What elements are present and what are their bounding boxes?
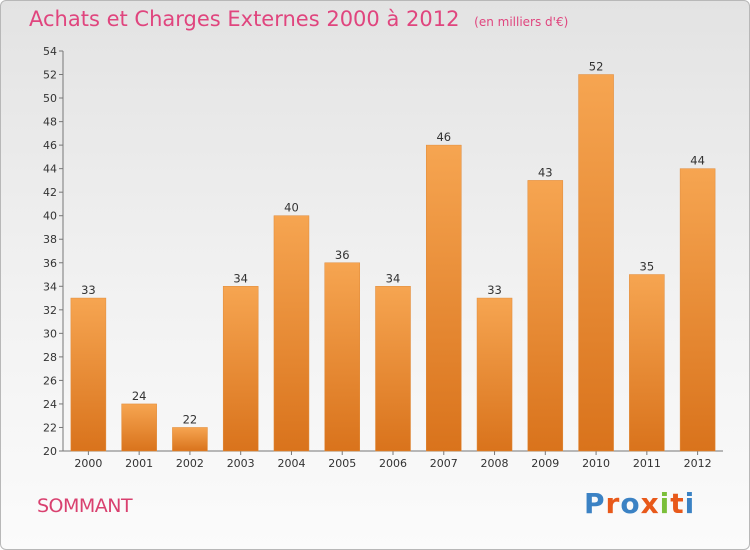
bar-value-label: 36 — [335, 248, 350, 262]
y-tick-label: 20 — [43, 445, 57, 458]
logo-letter: r — [605, 487, 621, 520]
bar-value-label: 33 — [81, 283, 96, 297]
bar-value-label: 43 — [538, 165, 553, 179]
proxiti-logo[interactable]: Proxiti — [584, 487, 695, 520]
bar — [70, 297, 107, 452]
commune-name: SOMMANT — [37, 495, 133, 517]
value-labels: 33 24 22 34 40 36 34 46 33 43 52 35 44 — [81, 60, 705, 427]
logo-letter: i — [684, 487, 696, 520]
bar — [222, 286, 259, 452]
bars — [70, 74, 716, 452]
bar-value-label: 34 — [233, 271, 248, 285]
chart-title-text: Achats et Charges Externes 2000 à 2012 — [29, 7, 460, 31]
bar — [578, 74, 614, 452]
x-tick-label: 2011 — [633, 457, 661, 470]
y-tick-label: 22 — [43, 421, 57, 434]
bar-value-label: 22 — [183, 412, 198, 426]
y-tick-label: 50 — [43, 92, 57, 105]
x-tick-label: 2008 — [481, 457, 509, 470]
y-tick-label: 36 — [43, 257, 57, 270]
y-tick-label: 42 — [43, 186, 57, 199]
y-tick-label: 24 — [43, 398, 57, 411]
bar-value-label: 44 — [690, 154, 705, 168]
bar-value-label: 52 — [589, 60, 604, 74]
bar — [476, 297, 513, 452]
bar-value-label: 33 — [487, 283, 502, 297]
y-tick-label: 26 — [43, 374, 57, 387]
bar — [426, 144, 462, 452]
x-tick-label: 2006 — [379, 457, 407, 470]
bar — [629, 274, 665, 452]
x-tick-label: 2009 — [531, 457, 559, 470]
x-tick-label: 2012 — [684, 457, 712, 470]
bar — [324, 262, 360, 452]
x-tick-label: 2007 — [430, 457, 458, 470]
logo-letter: P — [584, 487, 606, 520]
y-tick-label: 34 — [43, 280, 57, 293]
bar — [527, 180, 564, 452]
y-tick-label: 46 — [43, 139, 57, 152]
bar — [375, 286, 411, 452]
bar — [273, 215, 310, 452]
x-tick-label: 2003 — [227, 457, 255, 470]
bar-value-label: 46 — [436, 130, 451, 144]
x-tick-label: 2010 — [582, 457, 610, 470]
y-tick-label: 44 — [43, 163, 57, 176]
x-tick-label: 2001 — [125, 457, 153, 470]
bar-value-label: 34 — [386, 271, 401, 285]
y-tick-label: 38 — [43, 233, 57, 246]
logo-letter: x — [640, 487, 660, 520]
bar — [121, 403, 157, 452]
bar — [679, 168, 716, 452]
x-tick-label: 2002 — [176, 457, 204, 470]
bar-value-label: 40 — [284, 201, 299, 215]
axes: 20 22 24 26 28 30 32 34 36 38 40 42 44 46 48 50 52 54 2000… — [43, 45, 723, 470]
y-tick-label: 40 — [43, 210, 57, 223]
bar-value-label: 35 — [640, 260, 655, 274]
y-tick-label: 54 — [43, 45, 57, 58]
x-tick-label: 2000 — [74, 457, 102, 470]
bar — [172, 427, 208, 452]
logo-letter: i — [659, 487, 671, 520]
y-tick-label: 32 — [43, 304, 57, 317]
chart-unit: (en milliers d'€) — [474, 15, 569, 29]
x-tick-label: 2004 — [277, 457, 305, 470]
y-tick-label: 30 — [43, 327, 57, 340]
bar-value-label: 24 — [132, 389, 147, 403]
x-tick-label: 2005 — [328, 457, 356, 470]
y-tick-label: 28 — [43, 351, 57, 364]
chart-title: Achats et Charges Externes 2000 à 2012 (… — [29, 7, 568, 31]
y-tick-label: 52 — [43, 69, 57, 82]
y-tick-label: 48 — [43, 116, 57, 129]
logo-letter: t — [670, 487, 685, 520]
logo-letter: o — [620, 487, 641, 520]
